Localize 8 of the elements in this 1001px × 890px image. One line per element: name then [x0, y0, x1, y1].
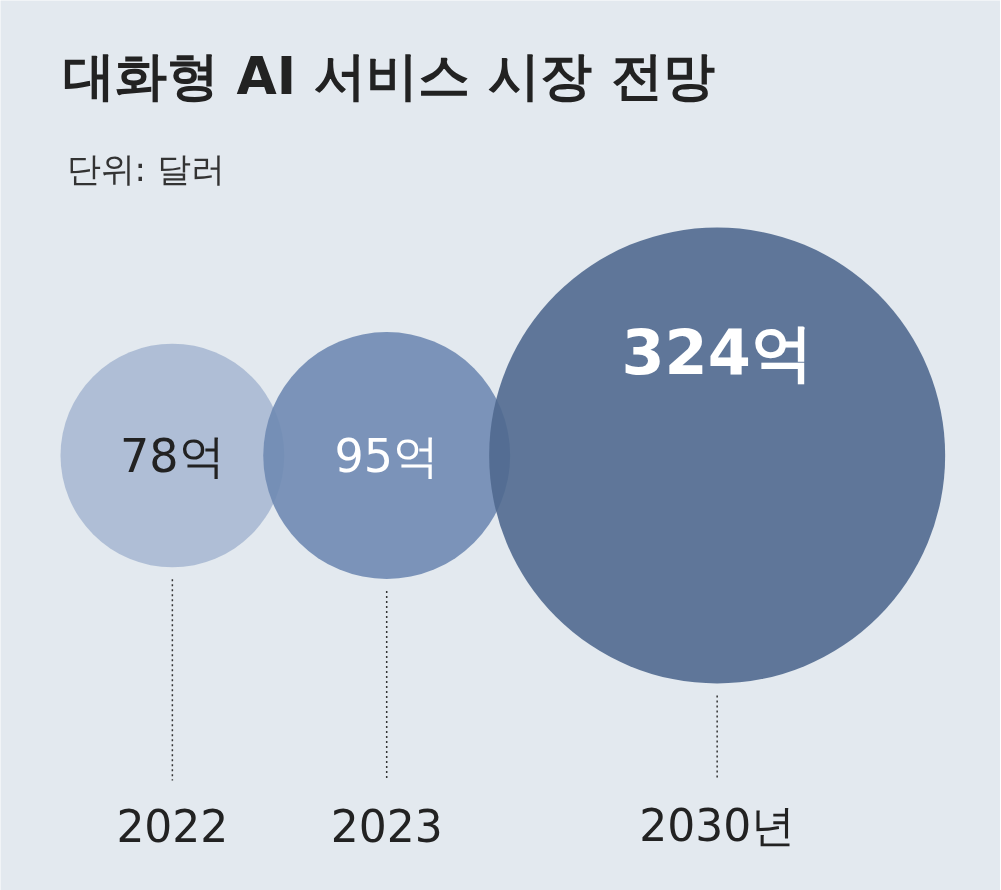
- data-label: 95억: [334, 428, 439, 483]
- data-label: 324억: [621, 316, 813, 390]
- category-label: 2022: [116, 801, 229, 852]
- text: 단위: 달러: [66, 148, 225, 189]
- category-label: 2030년: [639, 800, 796, 851]
- category-label: 2023: [330, 801, 443, 852]
- text: 대화형 AI 서비스 시장 전망: [62, 45, 715, 106]
- data-label: 78억: [120, 428, 225, 483]
